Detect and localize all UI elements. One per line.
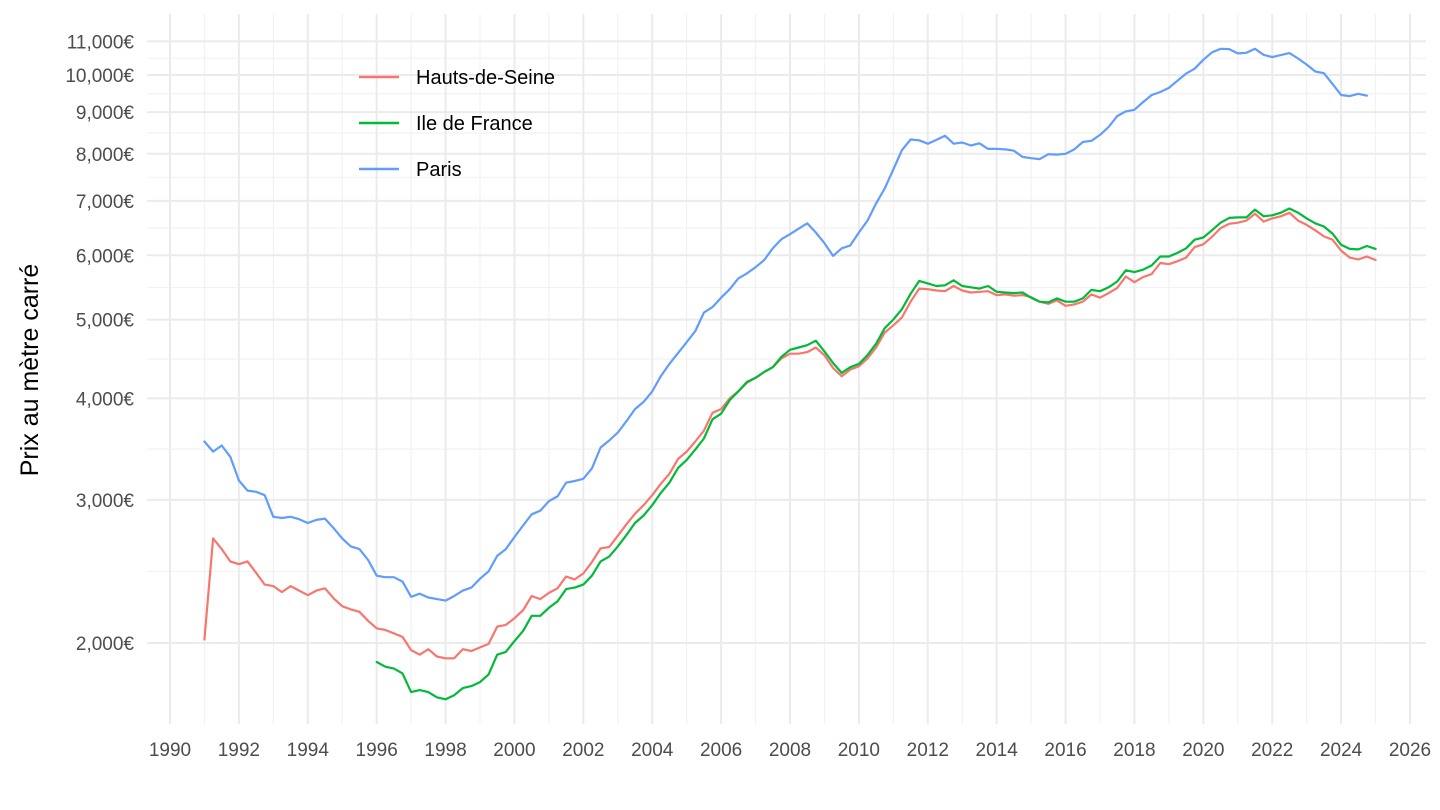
y-tick-label: 10,000€ [65, 66, 134, 87]
y-axis-title: Prix au mètre carré [16, 264, 44, 477]
x-tick-label: 2002 [562, 740, 604, 761]
x-tick-label: 1992 [218, 740, 260, 761]
x-tick-label: 2010 [838, 740, 880, 761]
y-tick-label: 3,000€ [76, 491, 135, 512]
x-tick-label: 1994 [287, 740, 330, 761]
legend: Hauts-de-Seine Ile de France Paris [359, 67, 555, 181]
legend-label-hauts-de-seine: Hauts-de-Seine [416, 67, 555, 89]
y-tick-label: 9,000€ [76, 103, 135, 124]
series-line-hauts-de-seine [203, 211, 1377, 660]
x-tick-label: 2016 [1044, 740, 1086, 761]
x-tick-label: 2004 [631, 740, 674, 761]
x-tick-label: 2014 [976, 740, 1019, 761]
x-tick-label: 2020 [1182, 740, 1224, 761]
x-tick-label: 2018 [1113, 740, 1155, 761]
series-lines [203, 47, 1377, 701]
major-gridlines [147, 14, 1426, 724]
y-tick-label: 6,000€ [76, 246, 135, 267]
y-tick-label: 7,000€ [76, 192, 135, 213]
x-tick-label: 2022 [1251, 740, 1293, 761]
x-tick-label: 1990 [149, 740, 191, 761]
x-tick-label: 2012 [907, 740, 949, 761]
series-line-paris [203, 47, 1368, 602]
series-line-ile-de-france [375, 207, 1377, 701]
y-tick-label: 5,000€ [76, 311, 135, 332]
y-tick-label: 2,000€ [76, 634, 135, 655]
x-tick-label: 2000 [493, 740, 535, 761]
y-tick-label: 8,000€ [76, 145, 135, 166]
x-tick-label: 2026 [1389, 740, 1431, 761]
x-tick-label: 2008 [769, 740, 811, 761]
x-tick-label: 1996 [356, 740, 398, 761]
legend-label-ile-de-france: Ile de France [416, 113, 533, 135]
legend-label-paris: Paris [416, 159, 462, 181]
x-tick-label: 2024 [1320, 740, 1363, 761]
x-axis-tick-labels: 1990 1992 1994 1996 1998 2000 2002 2004 2006 2008… [149, 740, 1431, 761]
y-axis-tick-labels: 2,000€ 3,000€ 4,000€ 5,000€ 6,000€ 7,000€ 8,00… [65, 32, 134, 655]
y-tick-label: 4,000€ [76, 389, 135, 410]
minor-gridlines [147, 14, 1426, 724]
x-tick-label: 1998 [424, 740, 466, 761]
x-tick-label: 2006 [700, 740, 742, 761]
y-tick-label: 11,000€ [67, 32, 135, 53]
